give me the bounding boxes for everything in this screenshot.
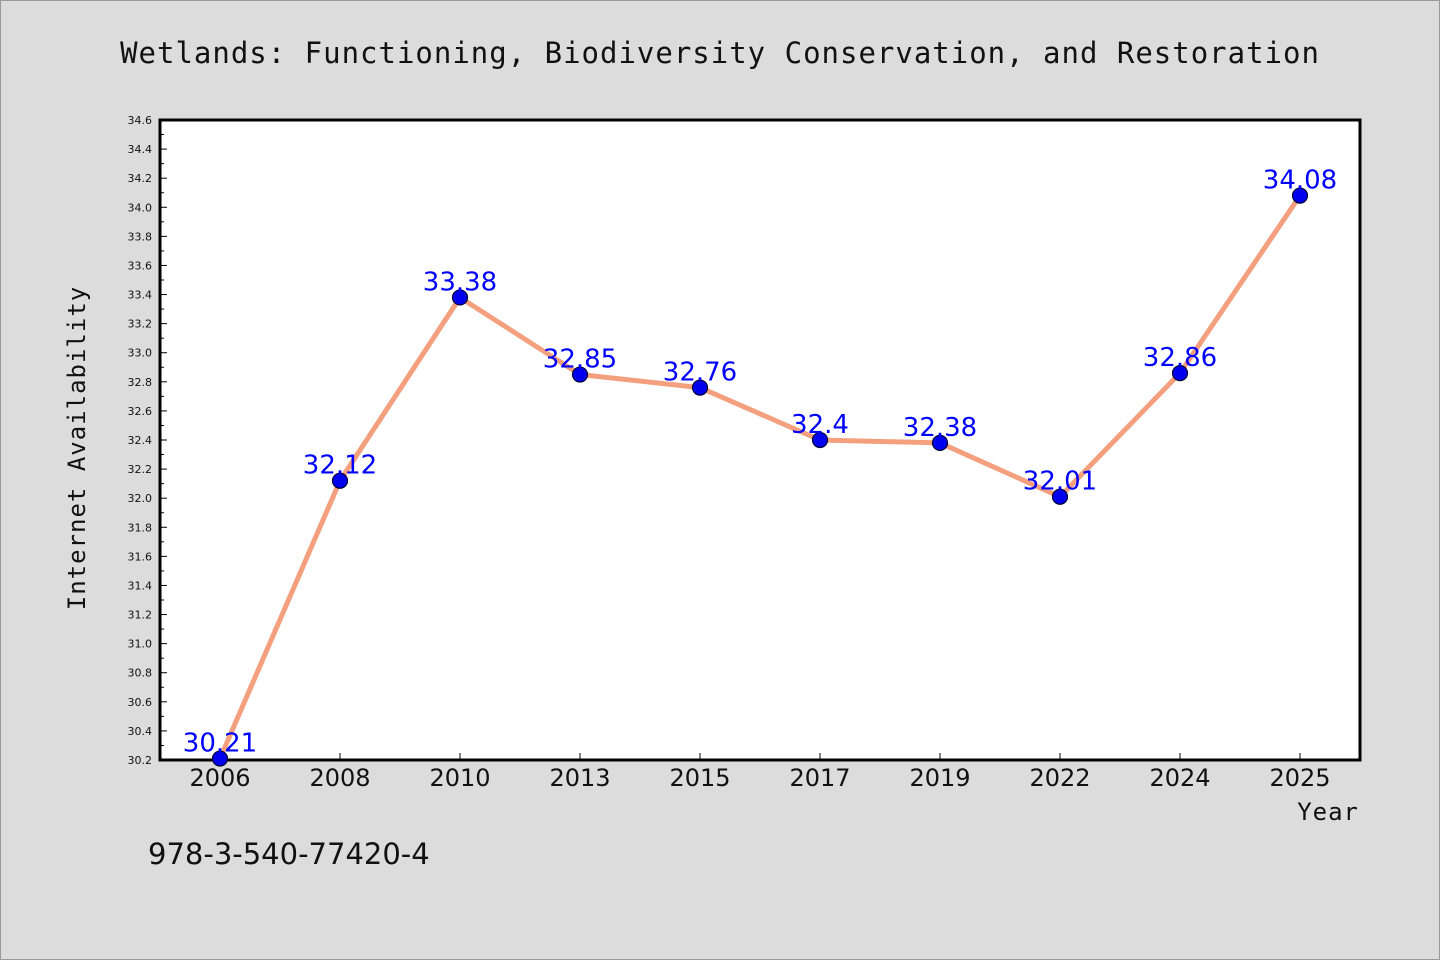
data-point xyxy=(1051,488,1069,505)
data-label: 32.12 xyxy=(303,451,377,481)
y-tick-label: 31.2 xyxy=(128,609,153,622)
data-label: 32.01 xyxy=(1023,467,1097,497)
data-point xyxy=(331,472,349,489)
data-series xyxy=(211,187,1309,767)
y-tick-label: 33.4 xyxy=(128,289,153,302)
y-tick-label: 33.0 xyxy=(128,347,153,360)
y-tick-label: 34.2 xyxy=(128,172,153,185)
y-tick-label: 34.4 xyxy=(128,143,153,156)
y-axis-label: Internet Availability xyxy=(63,286,91,610)
data-label: 32.76 xyxy=(663,358,737,388)
y-tick-label: 33.6 xyxy=(128,259,153,272)
x-tick-label: 2006 xyxy=(189,764,250,792)
data-label: 30.21 xyxy=(183,729,257,759)
x-tick-label: 2017 xyxy=(789,764,850,792)
data-label: 32.38 xyxy=(903,413,977,443)
data-point xyxy=(1171,364,1189,382)
y-tick-label: 34.0 xyxy=(128,201,153,214)
y-tick-label: 31.8 xyxy=(128,521,153,534)
data-point xyxy=(691,379,709,396)
x-axis-ticks: 2006 2008 2010 2013 2015 2017 2019 2022 2024 2025 xyxy=(189,753,1331,792)
y-tick-label: 31.6 xyxy=(128,550,153,563)
x-axis-label: Year xyxy=(1297,798,1359,826)
data-point xyxy=(1291,187,1309,204)
series-line xyxy=(217,193,1303,762)
y-tick-label: 31.0 xyxy=(128,638,153,651)
x-tick-label: 2010 xyxy=(429,764,490,792)
y-tick-label: 34.6 xyxy=(128,114,153,127)
y-tick-label: 33.8 xyxy=(128,230,153,243)
y-tick-label: 30.6 xyxy=(128,696,153,709)
y-tick-label: 30.8 xyxy=(128,667,153,680)
data-point xyxy=(811,431,829,449)
chart-title: Wetlands: Functioning, Biodiversity Cons… xyxy=(120,36,1320,70)
x-tick-label: 2008 xyxy=(309,764,370,792)
y-tick-label: 30.2 xyxy=(128,754,153,767)
data-label: 32.4 xyxy=(791,410,849,440)
y-tick-label: 32.6 xyxy=(128,405,153,418)
y-tick-label: 32.0 xyxy=(128,492,153,505)
data-label: 32.85 xyxy=(543,345,617,375)
x-tick-label: 2022 xyxy=(1029,764,1090,792)
y-tick-label: 32.4 xyxy=(128,434,153,447)
y-tick-label: 31.4 xyxy=(128,579,153,592)
data-point xyxy=(451,289,469,306)
isbn-footnote: 978-3-540-77420-4 xyxy=(148,837,430,871)
x-tick-label: 2025 xyxy=(1269,764,1330,792)
x-tick-label: 2019 xyxy=(909,764,970,792)
data-point xyxy=(211,750,229,767)
y-axis-ticks: 30.2 30.4 30.6 30.8 31.0 31.2 31.4 31.6 31.8 32.0… xyxy=(128,114,167,767)
y-tick-label: 32.8 xyxy=(128,376,153,389)
data-point xyxy=(931,434,949,452)
x-tick-label: 2013 xyxy=(549,764,610,792)
data-label: 33.38 xyxy=(423,267,497,297)
data-label: 34.08 xyxy=(1263,166,1337,196)
data-point xyxy=(571,366,589,383)
data-labels: 30.21 32.12 33.38 32.85 32.76 32.4 32.38 32.01 3… xyxy=(183,166,1337,759)
y-tick-label: 33.2 xyxy=(128,318,153,331)
data-label: 32.86 xyxy=(1143,343,1217,373)
x-tick-label: 2024 xyxy=(1149,764,1210,792)
x-tick-label: 2015 xyxy=(669,764,730,792)
y-tick-label: 32.2 xyxy=(128,463,153,476)
plot-area xyxy=(158,118,1362,762)
y-tick-label: 30.4 xyxy=(128,725,153,738)
